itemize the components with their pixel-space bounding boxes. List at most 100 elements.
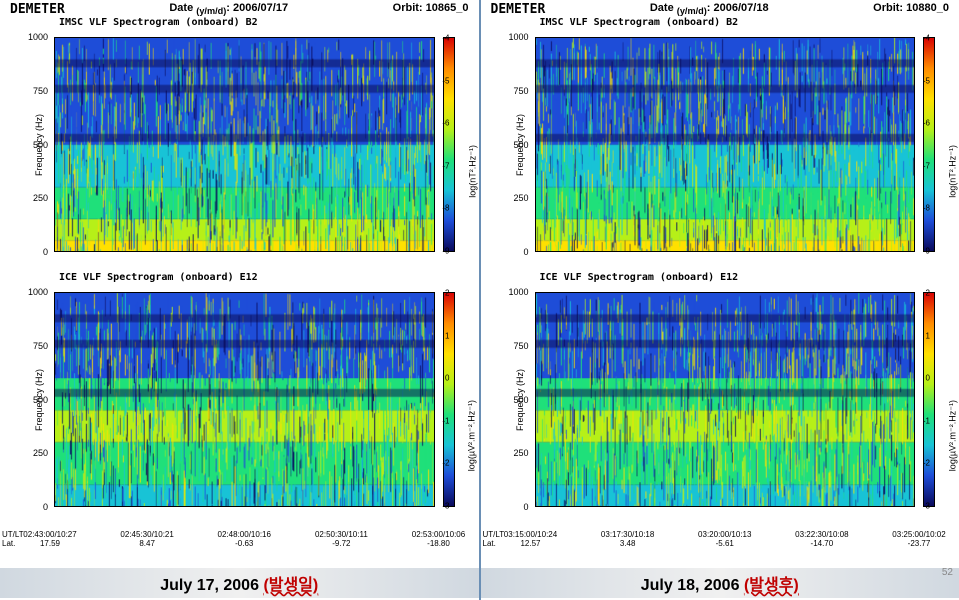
x-tick: 03:15:00/10:2412.57 — [504, 531, 557, 549]
spectrogram-canvas — [536, 293, 915, 506]
colorbar-tick: -6 — [904, 119, 930, 128]
colorbar: -3-2-1012 — [923, 292, 935, 507]
colorbar-tick: 2 — [904, 289, 930, 298]
colorbar: -9-8-7-6-5-4 — [923, 37, 935, 252]
x-tick-lat: 8.47 — [120, 540, 173, 549]
y-tick: 1000 — [508, 287, 528, 297]
y-tick: 500 — [513, 140, 528, 150]
spectrogram-canvas — [536, 38, 915, 251]
x-tick-lat: -18.80 — [412, 540, 465, 549]
colorbar-tick: -6 — [424, 119, 450, 128]
y-axis: Frequency (Hz)02505007501000 — [485, 292, 533, 507]
x-axis: 02:43:00/10:2717.5902:45:30/10:218.4702:… — [50, 531, 439, 555]
colorbar-tick: 2 — [424, 289, 450, 298]
x-tick: 03:25:00/10:02-23.77 — [892, 531, 945, 549]
colorbar-tick: -3 — [904, 502, 930, 511]
x-tick-lat: -23.77 — [892, 540, 945, 549]
date-label: Date (y/m/d): 2006/07/18 — [650, 2, 769, 17]
caption-date: July 17, 2006 — [160, 577, 259, 594]
spectrogram-canvas — [55, 293, 434, 506]
x-axis: 03:15:00/10:2412.5703:17:30/10:183.4803:… — [531, 531, 920, 555]
chart-title: ICE VLF Spectrogram (onboard) E12 — [540, 272, 956, 283]
y-tick: 500 — [513, 395, 528, 405]
x-tick: 02:50:30/10:11-9.72 — [315, 531, 368, 549]
y-tick: 0 — [523, 502, 528, 512]
colorbar-tick: -2 — [424, 459, 450, 468]
x-tick: 02:53:00/10:06-18.80 — [412, 531, 465, 549]
colorbar-tick: -1 — [904, 416, 930, 425]
spectrogram-canvas — [55, 38, 434, 251]
caption-date: July 18, 2006 — [641, 577, 740, 594]
colorbar: -3-2-1012 — [443, 292, 455, 507]
spectrogram-imsc: IMSC VLF Spectrogram (onboard) B2Frequen… — [485, 17, 956, 272]
y-tick: 750 — [33, 86, 48, 96]
colorbar-tick: -5 — [904, 76, 930, 85]
footer-caption: July 18, 2006 (발생후) — [481, 568, 959, 598]
colorbar: -9-8-7-6-5-4 — [443, 37, 455, 252]
colorbar-tick: -4 — [424, 34, 450, 43]
x-tick: 03:17:30/10:183.48 — [601, 531, 654, 549]
spectrogram-ice: ICE VLF Spectrogram (onboard) E12Frequen… — [4, 272, 475, 527]
y-tick: 250 — [513, 448, 528, 458]
colorbar-tick: -9 — [424, 247, 450, 256]
x-tick: 02:45:30/10:218.47 — [120, 531, 173, 549]
y-tick: 0 — [43, 247, 48, 257]
date-label: Date (y/m/d): 2006/07/17 — [169, 2, 288, 17]
caption-korean: (발생후) — [744, 577, 799, 594]
plot-area — [54, 292, 435, 507]
x-tick-lat: -9.72 — [315, 540, 368, 549]
colorbar-tick: -9 — [904, 247, 930, 256]
orbit-label: Orbit: 10865_0 — [393, 2, 469, 17]
y-tick: 1000 — [28, 287, 48, 297]
colorbar-tick: 1 — [904, 331, 930, 340]
x-tick: 03:22:30/10:08-14.70 — [795, 531, 848, 549]
colorbar-tick: 0 — [904, 374, 930, 383]
plot-area — [535, 37, 916, 252]
colorbar-tick: 1 — [424, 331, 450, 340]
plot-area — [54, 37, 435, 252]
y-tick: 750 — [33, 341, 48, 351]
panel-right: DEMETER Date (y/m/d): 2006/07/18 Orbit: 10… — [481, 0, 959, 600]
utlt-label: UT/LTLat. — [2, 531, 24, 549]
colorbar-tick: -2 — [904, 459, 930, 468]
page-number: 52 — [942, 567, 953, 578]
orbit-label: Orbit: 10880_0 — [873, 2, 949, 17]
x-tick-lat: -14.70 — [795, 540, 848, 549]
footer-caption: July 17, 2006 (발생일) — [0, 568, 479, 598]
y-tick: 500 — [33, 395, 48, 405]
colorbar-tick: -8 — [904, 204, 930, 213]
colorbar-tick: -5 — [424, 76, 450, 85]
colorbar-tick: 0 — [424, 374, 450, 383]
x-tick-lat: -5.61 — [698, 540, 751, 549]
x-tick: 02:48:00/10:16-0.63 — [218, 531, 271, 549]
chart-title: IMSC VLF Spectrogram (onboard) B2 — [59, 17, 475, 28]
y-tick: 250 — [33, 193, 48, 203]
y-axis: Frequency (Hz)02505007501000 — [4, 292, 52, 507]
x-tick-lat: 17.59 — [23, 540, 76, 549]
y-tick: 500 — [33, 140, 48, 150]
chart-title: ICE VLF Spectrogram (onboard) E12 — [59, 272, 475, 283]
chart-title: IMSC VLF Spectrogram (onboard) B2 — [540, 17, 956, 28]
y-tick: 1000 — [508, 32, 528, 42]
colorbar-tick: -4 — [904, 34, 930, 43]
mission-label: DEMETER — [491, 2, 546, 17]
y-tick: 0 — [523, 247, 528, 257]
x-tick: 03:20:00/10:13-5.61 — [698, 531, 751, 549]
colorbar-tick: -3 — [424, 502, 450, 511]
colorbar-tick: -8 — [424, 204, 450, 213]
y-tick: 1000 — [28, 32, 48, 42]
y-tick: 750 — [513, 86, 528, 96]
y-tick: 250 — [33, 448, 48, 458]
spectrogram-ice: ICE VLF Spectrogram (onboard) E12Frequen… — [485, 272, 956, 527]
x-tick-lat: 12.57 — [504, 540, 557, 549]
header-row: DEMETER Date (y/m/d): 2006/07/18 Orbit: 10… — [481, 0, 959, 17]
y-axis: Frequency (Hz)02505007501000 — [485, 37, 533, 252]
colorbar-label: log(nT².Hz⁻¹) — [467, 145, 478, 198]
panel-left: DEMETERDate (y/m/d): 2006/07/17Orbit: 10… — [0, 0, 481, 600]
colorbar-tick: -1 — [424, 416, 450, 425]
caption-korean: (발생일) — [263, 577, 318, 594]
spectrogram-imsc: IMSC VLF Spectrogram (onboard) B2Frequen… — [4, 17, 475, 272]
y-axis: Frequency (Hz)02505007501000 — [4, 37, 52, 252]
utlt-label: UT/LTLat. — [483, 531, 505, 549]
y-tick: 750 — [513, 341, 528, 351]
